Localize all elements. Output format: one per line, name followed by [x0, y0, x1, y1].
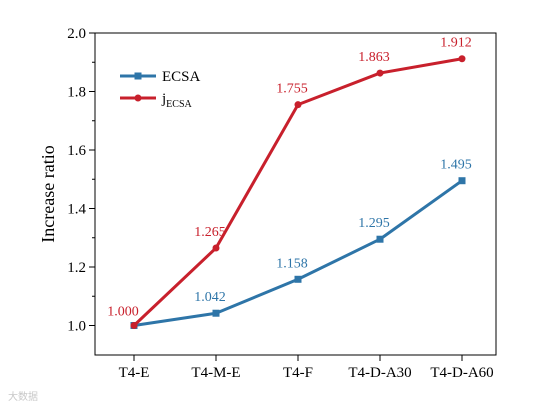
- plot-frame: [94, 32, 497, 356]
- data-point-ecsa: [376, 235, 384, 243]
- legend-marker-jecsa: [134, 94, 142, 102]
- data-label-jecsa: 1.755: [276, 82, 308, 97]
- series-line-ecsa: [133, 179, 463, 327]
- data-label-ecsa: 1.158: [276, 256, 308, 271]
- y-tick-label: 1.2: [67, 260, 86, 276]
- legend-item-jecsa: jECSA: [120, 91, 193, 110]
- data-point-jecsa: [376, 69, 384, 77]
- legend-label-ecsa: ECSA: [162, 69, 201, 85]
- data-point-jecsa: [130, 322, 138, 329]
- data-label-ecsa: 1.295: [358, 216, 390, 231]
- data-point-jecsa: [294, 101, 302, 109]
- x-tick-label: T4-M-E: [191, 365, 240, 381]
- series-layer: [130, 55, 466, 329]
- y-axis-title: Increase ratio: [38, 145, 58, 242]
- data-label-jecsa: 1.912: [440, 36, 472, 51]
- legend-label-jecsa-main: j: [161, 91, 166, 107]
- legend-item-ecsa: ECSA: [120, 69, 201, 85]
- watermark: 大数据: [8, 390, 38, 403]
- data-point-jecsa: [458, 55, 466, 63]
- legend-marker-ecsa: [134, 72, 142, 80]
- x-tick-label: T4-D-A30: [348, 365, 411, 381]
- x-axis: T4-E T4-M-E T4-F T4-D-A30 T4-D-A60: [119, 355, 494, 381]
- x-tick-label: T4-D-A60: [430, 365, 493, 381]
- y-axis: 1.0 1.2 1.4 1.6 1.8 2.0: [67, 26, 95, 335]
- y-tick-label: 1.8: [67, 85, 86, 101]
- y-tick-label: 1.0: [67, 319, 86, 335]
- y-tick-label: 2.0: [67, 26, 86, 42]
- data-label-ecsa: 1.495: [440, 158, 472, 173]
- data-label-jecsa: 1.863: [358, 50, 390, 65]
- y-tick-label: 1.6: [67, 143, 86, 159]
- data-point-jecsa: [212, 244, 220, 252]
- data-point-ecsa: [212, 309, 220, 317]
- data-labels: 1.042 1.158 1.295 1.495 1.000 1.265 1.755 1.863…: [107, 36, 472, 320]
- data-label-ecsa: 1.042: [194, 290, 226, 305]
- x-tick-label: T4-F: [283, 365, 313, 381]
- data-point-ecsa: [458, 177, 466, 185]
- data-label-jecsa: 1.000: [107, 305, 139, 320]
- legend-label-jecsa-sub: ECSA: [166, 99, 192, 110]
- legend-label-jecsa: jECSA: [161, 91, 193, 110]
- y-tick-label: 1.4: [67, 202, 86, 218]
- data-point-ecsa: [294, 275, 302, 283]
- x-tick-label: T4-E: [119, 365, 150, 381]
- data-label-jecsa: 1.265: [194, 225, 226, 240]
- legend: ECSA jECSA: [120, 69, 201, 110]
